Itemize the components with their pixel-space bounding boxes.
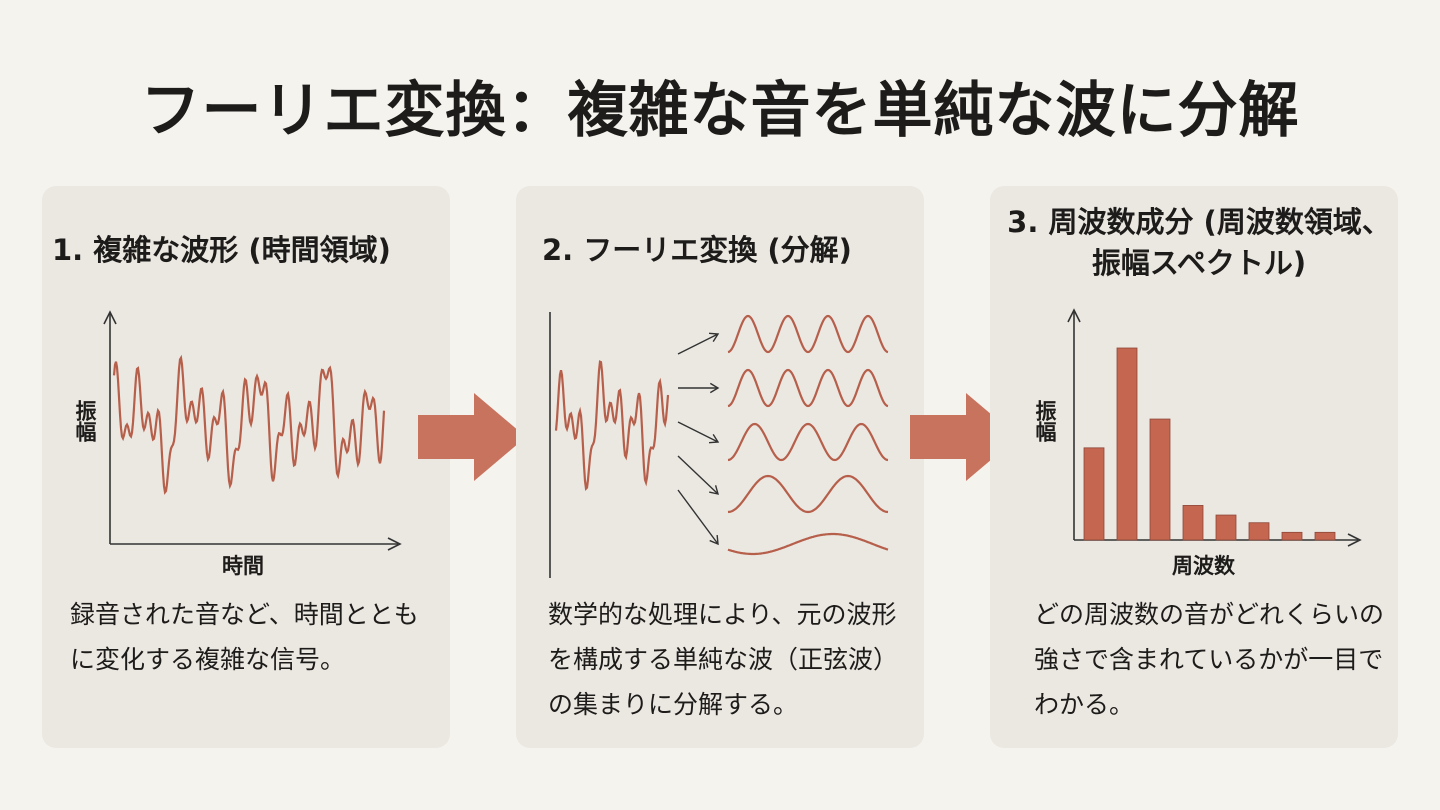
sine-component: [727, 532, 889, 556]
transform-heading: 2. フーリエ変換 (分解): [542, 233, 852, 267]
fan-arrow: [677, 489, 719, 546]
frequency-domain-panel: 3. 周波数成分 (周波数領域、振幅スペクトル) 振幅 周波数 どの周波数の音が…: [990, 186, 1398, 748]
frequency-domain-description: どの周波数の音がどれくらいの強さで含まれているかが一目でわかる。: [1034, 600, 1385, 719]
page-title: フーリエ変換：複雑な音を単純な波に分解: [140, 76, 1300, 146]
y-axis-label: 振幅: [1033, 400, 1057, 442]
frequency-domain-heading: 3. 周波数成分 (周波数領域、振幅スペクトル): [1007, 205, 1391, 280]
complex-waveform: [112, 354, 386, 495]
spectrum-bar: [1083, 447, 1105, 541]
x-axis-arrowhead: [1347, 533, 1362, 547]
transform-description: 数学的な処理により、元の波形を構成する単純な波（正弦波）の集まりに分解する。: [548, 600, 899, 719]
spectrum-bar: [1215, 514, 1237, 541]
spectrum-chart: [1067, 308, 1362, 547]
decomposition-diagram: [549, 312, 889, 578]
spectrum-bar: [1116, 347, 1138, 541]
x-axis-label: 周波数: [1172, 554, 1235, 578]
flow-arrow-1: [418, 393, 526, 481]
complex-waveform-chart: [103, 310, 402, 551]
sine-component: [727, 368, 889, 408]
transform-panel: 2. フーリエ変換 (分解) 数学的な処理により、元の波形を構成する単純な波（正…: [516, 186, 924, 748]
source-waveform: [554, 360, 670, 491]
y-axis-arrowhead: [1067, 308, 1081, 323]
time-domain-description: 録音された音など、時間とともに変化する複雑な信号。: [70, 600, 419, 674]
time-domain-heading: 1. 複雑な波形 (時間領域): [52, 233, 391, 267]
sine-component: [727, 314, 889, 354]
sine-component: [727, 474, 889, 514]
spectrum-bar: [1182, 505, 1204, 541]
fan-arrow: [678, 382, 720, 394]
sine-component: [727, 422, 889, 462]
y-axis-label: 振幅: [73, 400, 97, 442]
y-axis-arrowhead: [103, 310, 117, 325]
time-domain-panel: 1. 複雑な波形 (時間領域) 振幅 時間 録音された音など、時間とともに変化す…: [42, 186, 450, 748]
spectrum-bar: [1248, 522, 1270, 541]
spectrum-bar: [1149, 418, 1171, 541]
x-axis-arrowhead: [387, 537, 402, 551]
spectrum-bar: [1314, 531, 1336, 541]
x-axis-label: 時間: [222, 554, 264, 578]
spectrum-bar: [1281, 531, 1303, 541]
fan-arrow: [677, 455, 719, 495]
fan-arrow: [677, 332, 720, 355]
fan-arrow: [677, 421, 720, 444]
